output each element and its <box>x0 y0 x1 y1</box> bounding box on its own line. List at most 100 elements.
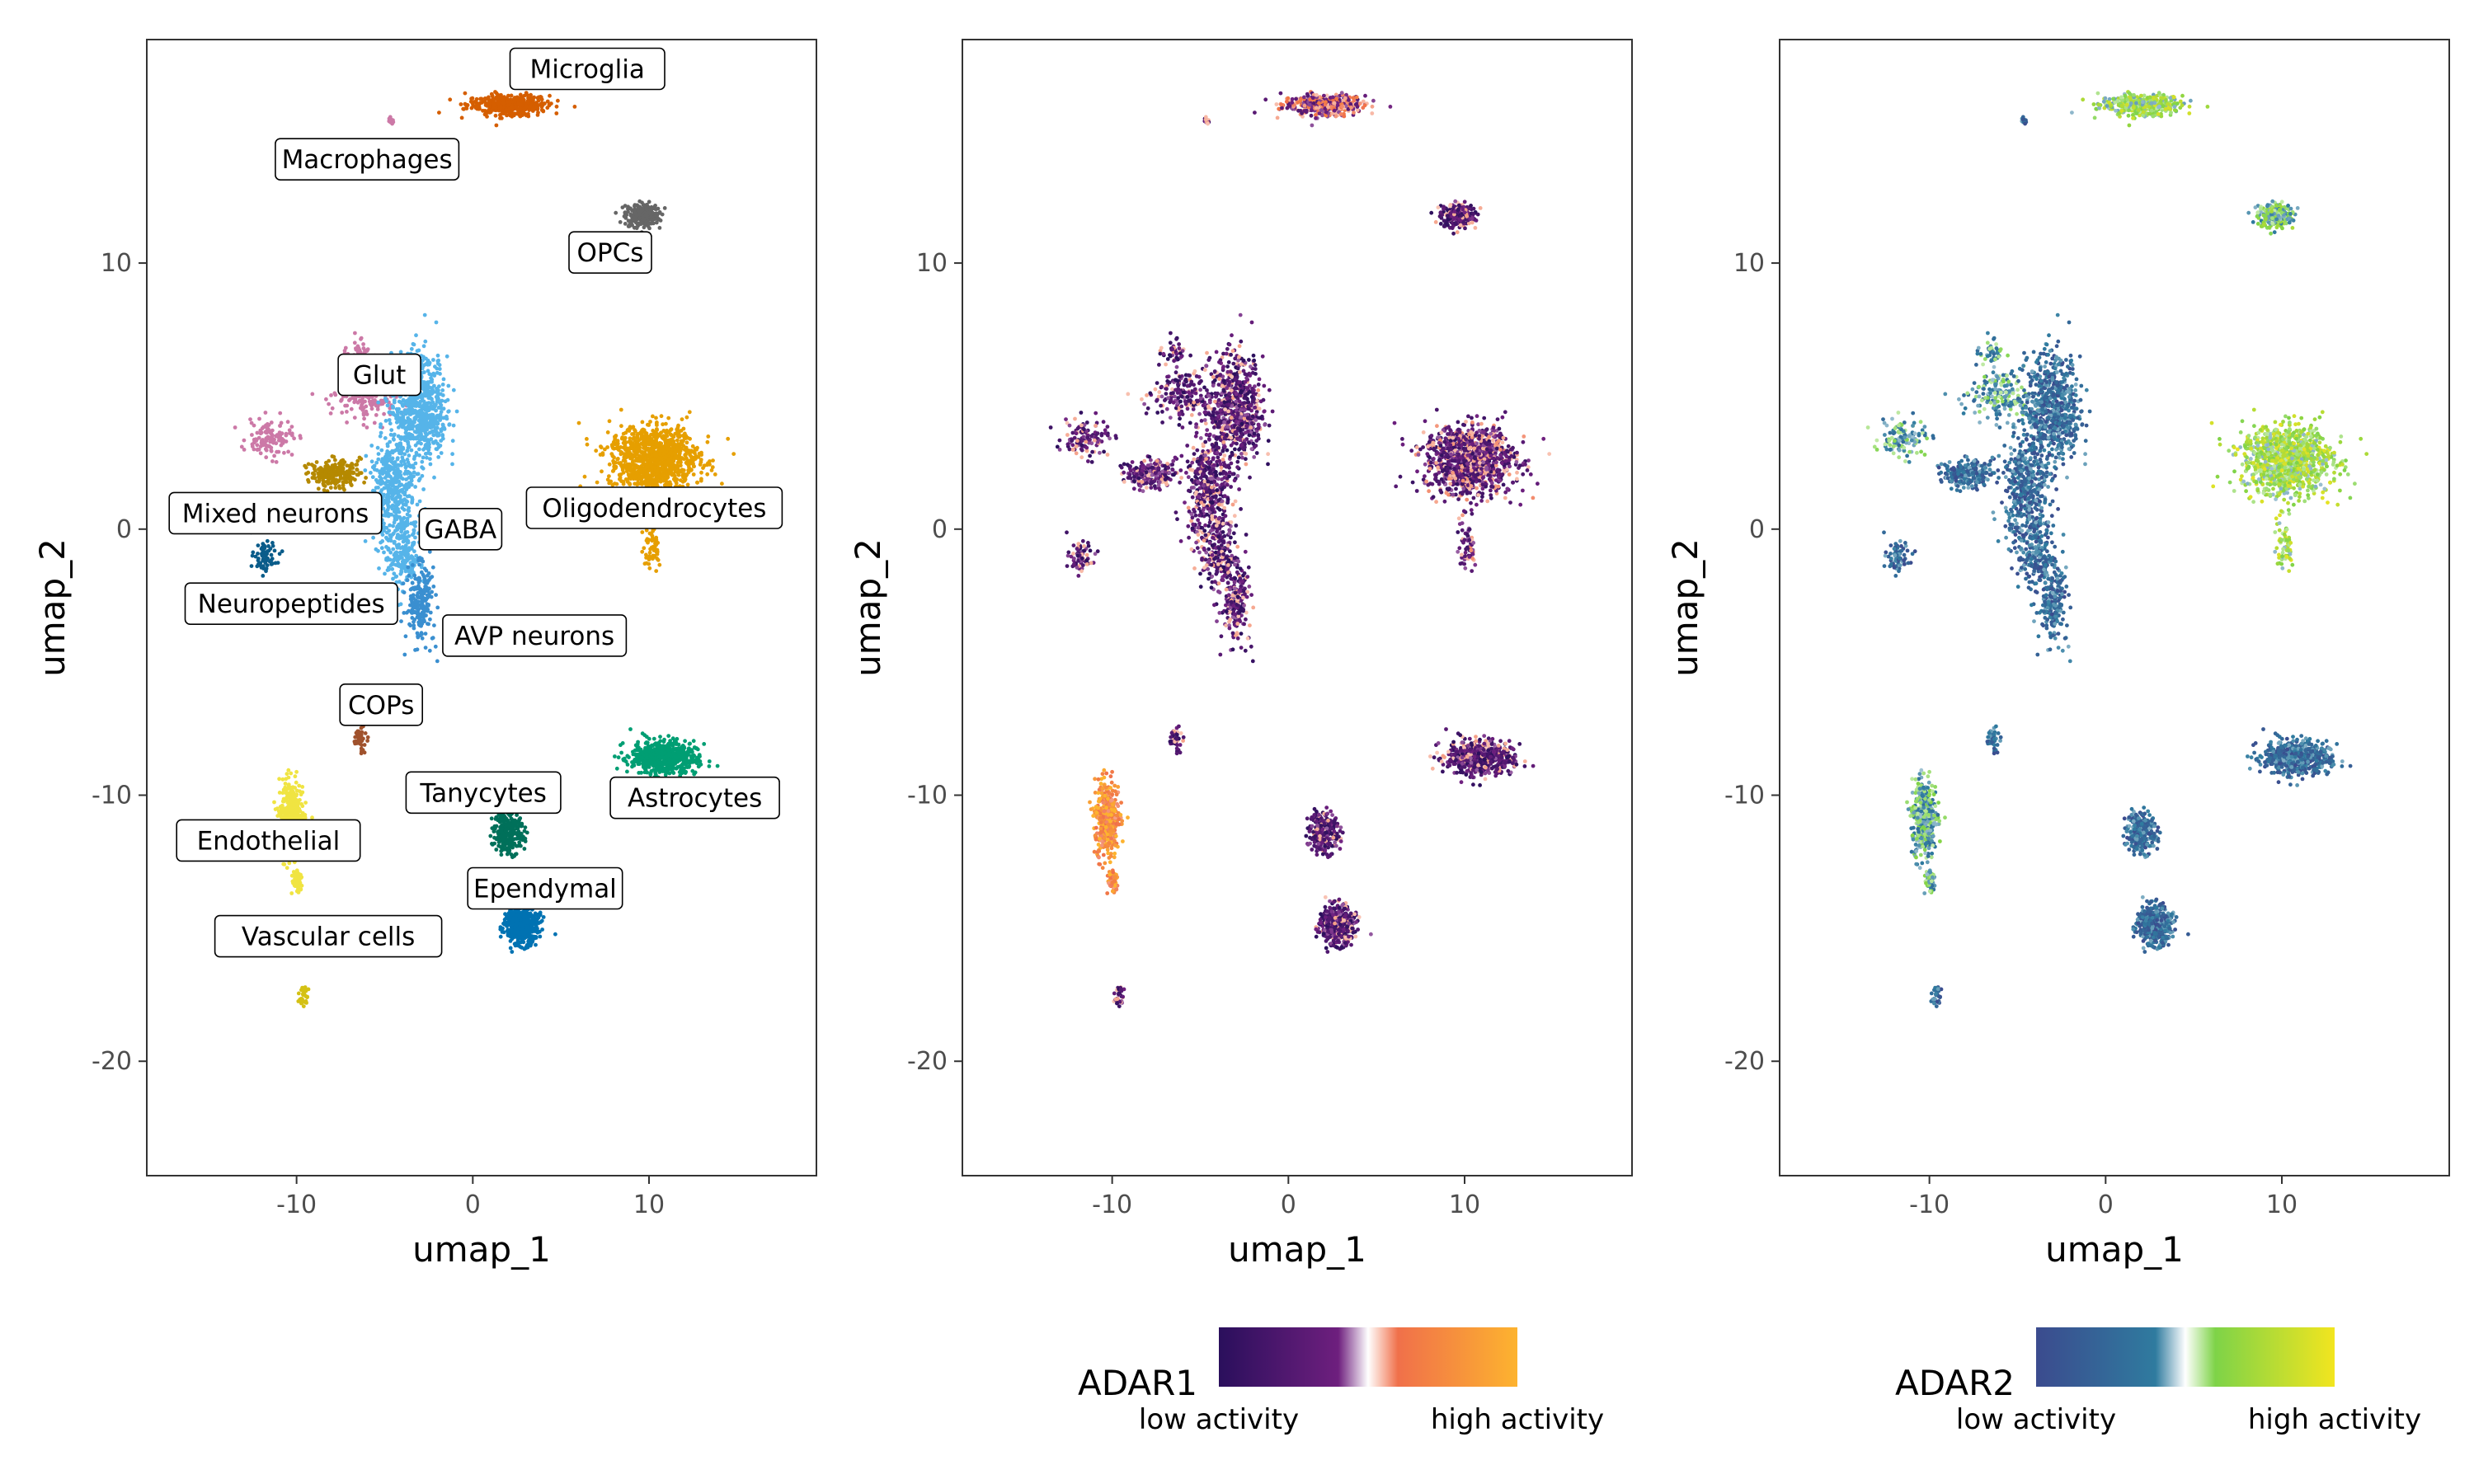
cluster-point <box>436 358 441 363</box>
cluster-point <box>641 203 646 208</box>
cluster-point <box>417 576 422 580</box>
cluster-point <box>666 430 670 434</box>
cluster-point <box>423 632 428 636</box>
cluster-point <box>585 442 590 447</box>
cluster-point <box>641 427 646 432</box>
cluster-point <box>616 446 621 451</box>
cluster-point <box>623 430 628 435</box>
cluster-point <box>382 513 386 518</box>
cluster-point <box>463 102 468 107</box>
cluster-point <box>387 418 392 422</box>
cluster-point <box>607 419 612 424</box>
cluster-point <box>264 448 269 453</box>
cluster-point <box>410 497 415 502</box>
cluster-point <box>258 451 263 456</box>
cluster-point <box>647 561 651 566</box>
cluster-point <box>406 440 411 444</box>
cluster-point <box>505 113 509 118</box>
cluster-point <box>402 590 407 594</box>
cluster-point <box>448 97 453 102</box>
cluster-point <box>632 432 636 436</box>
cluster-point <box>633 463 637 467</box>
cluster-point <box>363 539 368 543</box>
cluster-point <box>623 210 628 215</box>
cluster-point <box>408 556 413 560</box>
cluster-point <box>428 617 432 622</box>
cluster-point <box>426 622 430 627</box>
cluster-point <box>510 818 515 823</box>
cluster-point <box>508 110 513 115</box>
cluster-point <box>426 595 430 600</box>
cluster-point <box>494 848 499 852</box>
cluster-point <box>474 96 479 101</box>
cluster-point <box>409 396 414 401</box>
cluster-point <box>439 439 444 443</box>
cluster-point <box>361 412 366 417</box>
cluster-point <box>402 652 407 657</box>
cluster-point <box>407 505 412 510</box>
cluster-point <box>272 453 276 458</box>
cluster-point <box>401 397 406 402</box>
cluster-point <box>264 438 269 443</box>
cluster-point <box>328 470 333 475</box>
cluster-point <box>618 220 623 224</box>
cluster-point <box>393 496 397 501</box>
cluster-point <box>506 838 511 843</box>
cluster-point <box>508 100 512 105</box>
cluster-point <box>459 115 464 120</box>
cluster-point <box>600 469 604 474</box>
cluster-point <box>507 848 512 852</box>
cluster-point <box>664 467 668 471</box>
cluster-point <box>411 420 416 424</box>
cluster-point <box>656 206 661 211</box>
cluster-point <box>399 450 404 455</box>
cluster-point <box>285 420 290 425</box>
cluster-point <box>492 102 496 107</box>
cluster-point <box>419 570 424 575</box>
cluster-point <box>620 741 625 745</box>
cluster-point <box>496 829 500 834</box>
cluster-point <box>383 500 388 505</box>
cluster-point <box>258 444 263 448</box>
cluster-point <box>680 417 684 421</box>
cluster-point <box>648 758 653 763</box>
cluster-point <box>379 448 384 453</box>
cluster-point <box>508 830 513 835</box>
cluster-point <box>351 471 356 475</box>
cluster-point <box>362 480 366 485</box>
cluster-point <box>622 458 626 463</box>
cluster-point <box>426 571 431 575</box>
cluster-point <box>435 441 440 446</box>
cluster-point <box>341 466 346 471</box>
cluster-point <box>414 333 418 338</box>
cluster-point <box>322 484 327 488</box>
cluster-point <box>431 358 435 362</box>
cluster-point <box>397 580 402 585</box>
cluster-point <box>688 741 692 746</box>
cluster-point <box>679 478 683 482</box>
cluster-point <box>401 498 406 503</box>
cluster-point <box>655 452 659 456</box>
cluster-point <box>446 409 451 414</box>
cluster-point <box>264 423 268 428</box>
cluster-point <box>656 541 661 545</box>
cluster-point <box>526 114 531 119</box>
cluster-point <box>472 104 477 108</box>
cluster-point <box>539 105 544 109</box>
cluster-point <box>502 834 506 838</box>
cluster-point <box>401 534 405 539</box>
cluster-point <box>609 479 614 484</box>
cluster-point <box>444 354 449 359</box>
cluster-point <box>421 611 426 615</box>
cluster-point <box>637 477 642 481</box>
cluster-point <box>468 99 473 104</box>
cluster-point <box>266 544 270 548</box>
cluster-point <box>647 458 651 463</box>
cluster-point <box>681 434 685 438</box>
cluster-point <box>582 474 587 479</box>
cluster-point <box>287 861 292 866</box>
cluster-point <box>688 458 693 463</box>
cluster-point <box>416 556 421 561</box>
cluster-point <box>642 733 647 738</box>
